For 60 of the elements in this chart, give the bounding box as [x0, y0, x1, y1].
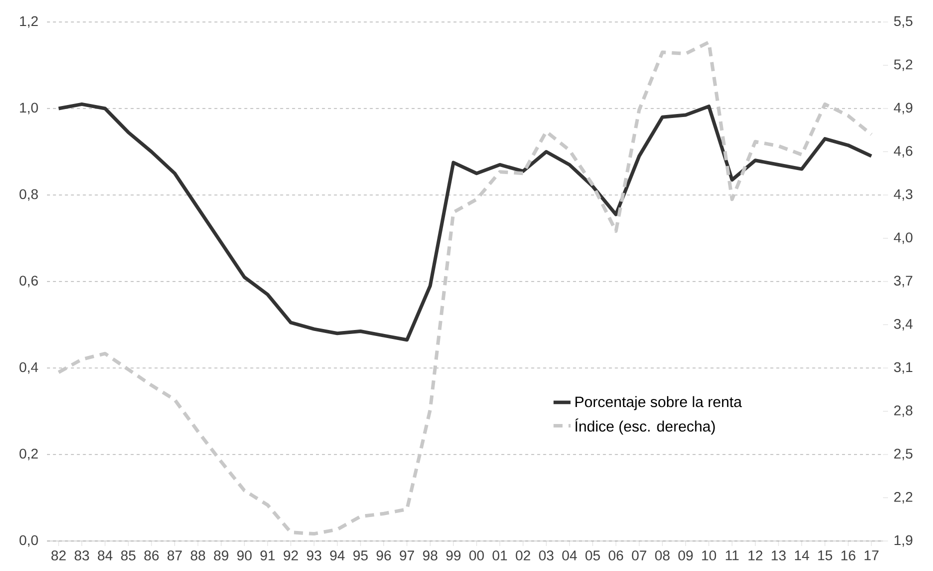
y2-tick-label: 2,2	[894, 492, 912, 504]
x-tick-label: 85	[121, 550, 136, 560]
y-tick-label: 0,6	[20, 276, 38, 288]
x-tick-label: 84	[98, 550, 112, 560]
x-tick-label: 03	[539, 550, 554, 560]
line-series	[56, 40, 874, 536]
x-tick-label: 14	[795, 550, 810, 560]
x-tick-label: 04	[562, 550, 577, 560]
y-tick-label: 1,2	[20, 16, 38, 28]
x-tick-label: 12	[748, 550, 762, 560]
x-tick-label: 96	[376, 550, 391, 560]
x-tick-label: 15	[818, 550, 832, 560]
x-tick-label: 09	[678, 550, 693, 560]
x-tick-label: 05	[585, 550, 600, 560]
y2-tick-label: 3,1	[894, 362, 912, 374]
x-tick-label: 97	[400, 550, 414, 560]
x-tick-label: 88	[190, 550, 206, 560]
y2-tick-label: 4,6	[894, 146, 912, 158]
y-tick-label: 0,0	[20, 535, 38, 547]
x-tick-label: 93	[306, 550, 322, 560]
x-tick-label: 87	[168, 550, 182, 560]
x-tick-label: 82	[51, 550, 66, 560]
x-tick-label: 95	[353, 550, 368, 560]
y2-tick-label: 2,8	[894, 405, 912, 418]
y-tick-label: 0,8	[20, 189, 38, 201]
y2-tick-label: 3,7	[894, 276, 912, 288]
y2-tick-label: 5,2	[894, 59, 912, 72]
x-tick-label: 08	[655, 550, 670, 560]
x-tick-label: 94	[330, 550, 345, 560]
y2-tick-label: 2,5	[894, 448, 912, 460]
x-tick-label: 92	[284, 550, 298, 560]
x-tick-label: 00	[469, 550, 484, 560]
y2-tick-label: 4,0	[894, 232, 912, 244]
y2-tick-label: 5,5	[894, 16, 912, 28]
y-tick-label: 0,4	[20, 362, 38, 374]
x-tick-label: 16	[841, 550, 856, 560]
y-tick-label: 1,0	[20, 102, 38, 114]
x-tick-label: 83	[74, 550, 90, 560]
legend-label: Índice (esc. derecha)	[575, 418, 715, 435]
x-tick-label: 90	[237, 550, 252, 560]
x-tick-label: 01	[492, 550, 507, 560]
x-tick-label: 06	[608, 550, 624, 560]
x-tick-label: 17	[864, 550, 878, 560]
line-series	[56, 102, 874, 342]
x-tick-label: 89	[214, 550, 228, 560]
x-tick-label: 11	[726, 550, 739, 560]
legend-label: Porcentaje sobre la renta	[576, 396, 742, 410]
y-tick-label: 0,2	[20, 448, 38, 460]
x-tick-label: 02	[516, 550, 530, 560]
x-tick-label: 99	[446, 550, 461, 560]
y2-tick-label: 4,3	[894, 189, 912, 201]
y2-tick-label: 3,4	[894, 318, 913, 331]
y2-tick-label: 1,9	[894, 535, 912, 547]
y2-tick-label: 4,9	[894, 102, 912, 114]
x-tick-label: 10	[702, 550, 716, 560]
x-tick-label: 13	[772, 550, 786, 560]
x-tick-label: 91	[260, 550, 275, 560]
x-tick-label: 07	[632, 550, 646, 560]
x-tick-label: 86	[144, 550, 159, 560]
x-tick-label: 98	[423, 550, 438, 560]
